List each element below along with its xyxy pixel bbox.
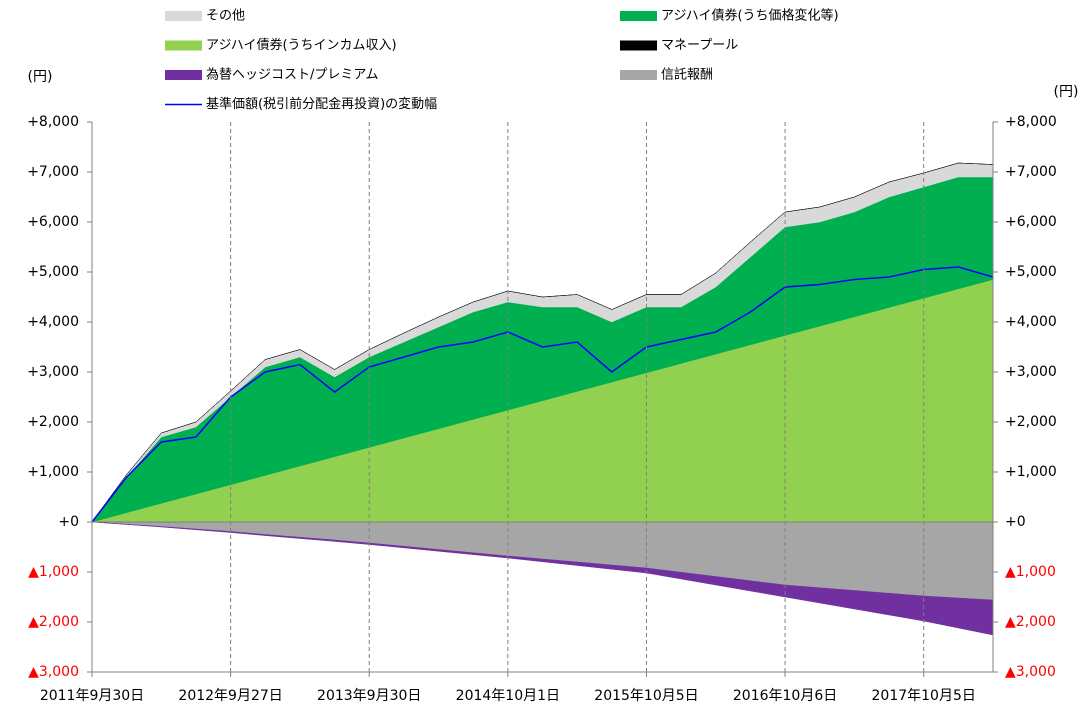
legend-swatch [620, 40, 657, 51]
x-tick-label: 2014年10月1日 [456, 688, 560, 704]
legend-label: アジハイ債券(うち価格変化等) [661, 8, 839, 24]
legend-label: 為替ヘッジコスト/プレミアム [206, 67, 378, 83]
legend-swatch [165, 11, 202, 21]
y-tick-label: +4,000 [27, 314, 79, 330]
y-tick-label: +2,000 [27, 414, 79, 430]
y-tick-label: +0 [1005, 514, 1026, 530]
legend-label: 信託報酬 [661, 67, 713, 83]
y-tick-label: +4,000 [1005, 314, 1057, 330]
y-tick-label: ▲3,000 [28, 664, 79, 680]
legend-label: マネープール [661, 38, 738, 53]
x-tick-label: 2015年10月5日 [594, 688, 698, 704]
y-tick-label: +7,000 [1005, 164, 1057, 180]
y-tick-label: ▲1,000 [1005, 564, 1056, 580]
y-tick-label: +8,000 [1005, 114, 1057, 130]
y-tick-label: ▲2,000 [1005, 614, 1056, 630]
x-tick-label: 2016年10月6日 [733, 688, 837, 704]
nav-line [91, 266, 994, 523]
y-tick-label: +0 [58, 514, 79, 530]
y-tick-label: +5,000 [1005, 264, 1057, 280]
y-tick-label: ▲1,000 [28, 564, 79, 580]
y-tick-label: +6,000 [27, 214, 79, 230]
y-tick-label: ▲3,000 [1005, 664, 1056, 680]
y-tick-label: +6,000 [1005, 214, 1057, 230]
y-tick-label: +8,000 [27, 114, 79, 130]
legend-label: その他 [206, 9, 245, 24]
x-tick-label: 2013年9月30日 [317, 688, 421, 704]
x-tick-label: 2017年10月5日 [872, 688, 976, 704]
y-unit-right: (円) [1054, 84, 1079, 100]
x-tick-label: 2012年9月27日 [178, 688, 282, 704]
y-tick-label: +2,000 [1005, 414, 1057, 430]
y-tick-label: +3,000 [27, 364, 79, 380]
legend-swatch [620, 70, 657, 80]
legend-swatch [165, 70, 202, 80]
y-tick-label: ▲2,000 [28, 614, 79, 630]
legend-swatch [165, 40, 202, 51]
y-tick-label: +5,000 [27, 264, 79, 280]
legend-label: アジハイ債券(うちインカム収入) [206, 37, 397, 53]
legend-label: 基準価額(税引前分配金再投資)の変動幅 [206, 96, 437, 112]
y-tick-label: +1,000 [1005, 464, 1057, 480]
y-tick-label: +1,000 [27, 464, 79, 480]
y-tick-label: +7,000 [27, 164, 79, 180]
x-tick-label: 2011年9月30日 [40, 688, 144, 704]
y-tick-label: +3,000 [1005, 364, 1057, 380]
y-unit-left: (円) [28, 69, 53, 85]
legend-swatch [620, 11, 657, 21]
